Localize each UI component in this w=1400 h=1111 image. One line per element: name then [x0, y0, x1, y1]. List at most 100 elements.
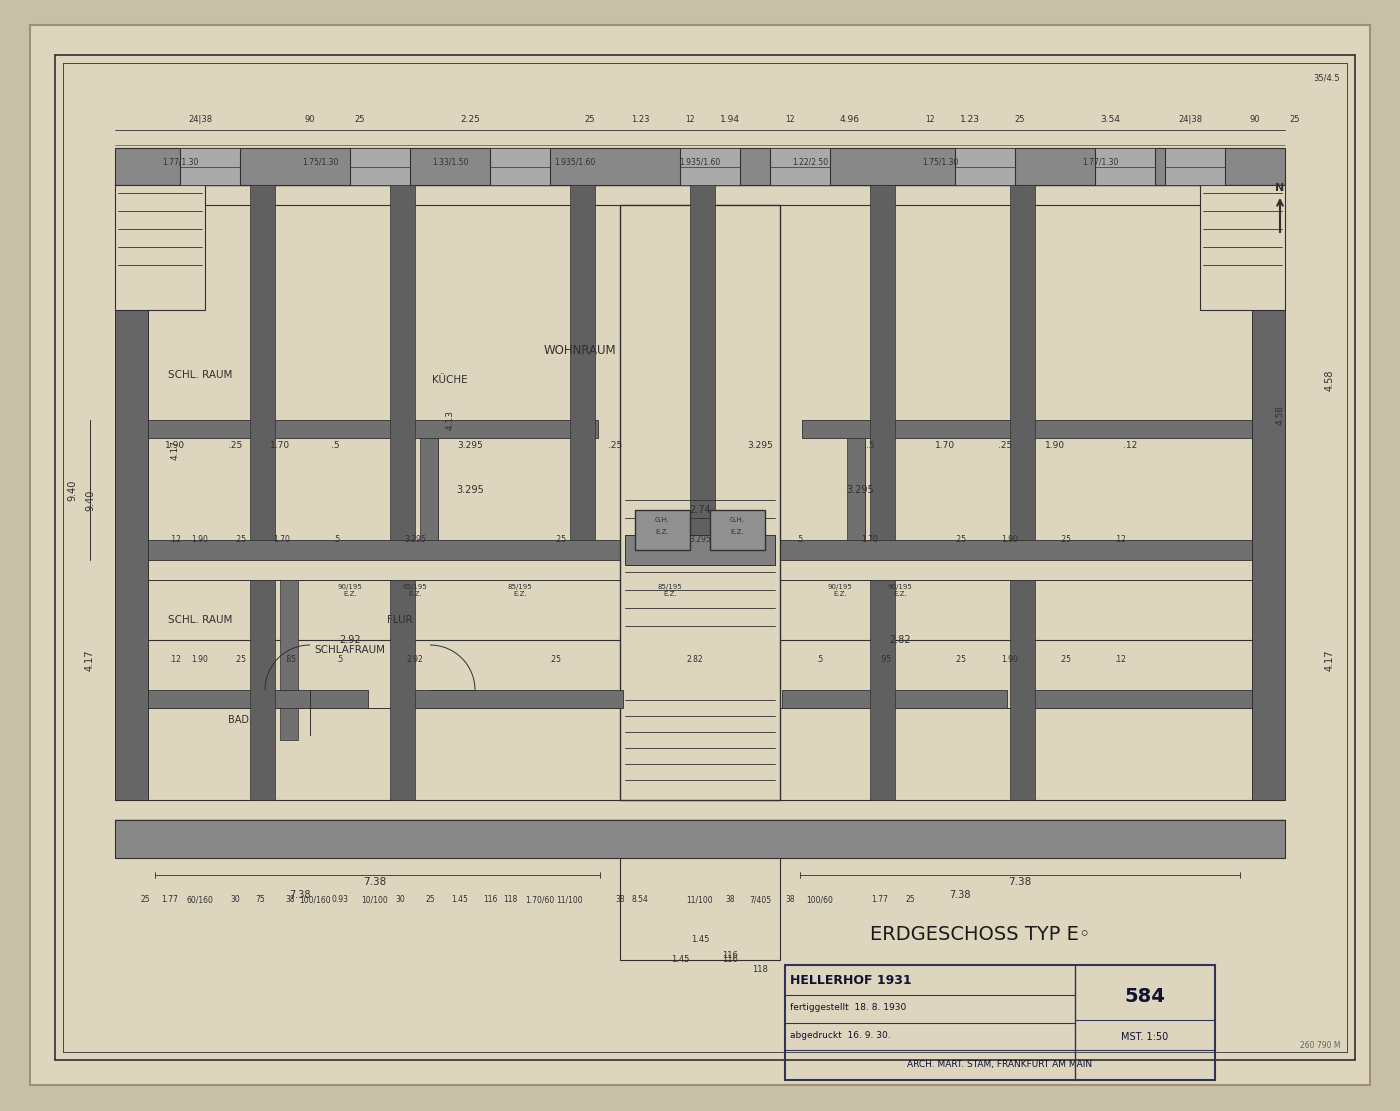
Text: 1.70: 1.70 [273, 536, 290, 544]
Text: 38: 38 [725, 895, 735, 904]
Text: E.Z.: E.Z. [655, 529, 669, 536]
Text: 38: 38 [785, 895, 795, 904]
Text: 12: 12 [925, 116, 935, 124]
Text: N: N [1275, 183, 1285, 193]
Text: SCHL. RAUM: SCHL. RAUM [168, 615, 232, 625]
Text: .25: .25 [554, 536, 566, 544]
Text: 2.92: 2.92 [406, 655, 423, 664]
Bar [393, 690, 623, 708]
Text: 90/195
E.Z.: 90/195 E.Z. [337, 583, 363, 597]
Bar [636, 510, 690, 550]
Text: .12: .12 [169, 655, 181, 664]
Text: 2.25: 2.25 [461, 116, 480, 124]
Text: 2.74: 2.74 [689, 506, 711, 516]
Bar [115, 820, 1285, 858]
Text: .95: .95 [879, 655, 890, 664]
Text: .25: .25 [608, 440, 622, 450]
Text: 3.295: 3.295 [846, 486, 874, 496]
Text: 1.77/1.30: 1.77/1.30 [1082, 158, 1119, 167]
Text: .12: .12 [169, 536, 181, 544]
Bar [785, 965, 1215, 1080]
Text: 1.33/1.50: 1.33/1.50 [431, 158, 468, 167]
Text: abgedruckt  16. 9. 30.: abgedruckt 16. 9. 30. [790, 1031, 890, 1041]
Bar [391, 580, 414, 800]
Text: 2.82: 2.82 [686, 655, 703, 664]
Text: .5: .5 [330, 440, 339, 450]
Text: 1.935/1.60: 1.935/1.60 [554, 158, 595, 167]
Text: .25: .25 [549, 655, 561, 664]
Text: SCHLAFRAUM: SCHLAFRAUM [315, 645, 385, 655]
Text: 0.93: 0.93 [332, 895, 349, 904]
Text: 12: 12 [785, 116, 795, 124]
Text: 1.75/1.30: 1.75/1.30 [921, 158, 958, 167]
Text: 3.295: 3.295 [405, 536, 426, 544]
Text: .5: .5 [797, 536, 804, 544]
Text: 1.45: 1.45 [690, 935, 710, 944]
Text: 25: 25 [585, 116, 595, 124]
Text: 25: 25 [1289, 116, 1301, 124]
Text: 9.40: 9.40 [85, 489, 95, 511]
Text: 25: 25 [906, 895, 914, 904]
Bar [752, 540, 1252, 560]
Bar [280, 580, 298, 740]
Bar [1095, 148, 1155, 186]
Text: 90: 90 [305, 116, 315, 124]
Text: 1.935/1.60: 1.935/1.60 [679, 158, 721, 167]
Bar [420, 438, 438, 540]
Text: 1.45: 1.45 [671, 955, 689, 964]
Bar [251, 580, 274, 800]
Text: 3.295: 3.295 [748, 440, 773, 450]
Bar [802, 420, 1252, 438]
Bar [570, 186, 595, 540]
Bar [869, 580, 895, 800]
Text: 3.295: 3.295 [689, 536, 711, 544]
Text: 118: 118 [503, 895, 517, 904]
Text: .25: .25 [998, 440, 1012, 450]
Text: 12: 12 [685, 116, 694, 124]
Text: 90: 90 [1250, 116, 1260, 124]
Bar [115, 148, 1285, 186]
Text: fertiggestellt  18. 8. 1930: fertiggestellt 18. 8. 1930 [790, 1003, 906, 1012]
Text: 4.17: 4.17 [1324, 649, 1336, 671]
Text: 38: 38 [286, 895, 295, 904]
Text: .5: .5 [816, 655, 823, 664]
Text: 100/60: 100/60 [806, 895, 833, 904]
Text: BAD.: BAD. [228, 715, 252, 725]
Text: HELLERHOF 1931: HELLERHOF 1931 [790, 973, 911, 987]
Text: .85: .85 [284, 655, 295, 664]
Text: .12: .12 [1114, 655, 1126, 664]
Bar [115, 186, 204, 310]
Text: .12: .12 [1114, 536, 1126, 544]
Text: 7/405: 7/405 [749, 895, 771, 904]
Bar [783, 690, 1007, 708]
Text: 24|38: 24|38 [188, 116, 211, 124]
Text: .5: .5 [865, 440, 875, 450]
Text: 4.58: 4.58 [1324, 369, 1336, 391]
Bar [251, 186, 274, 540]
Bar [1252, 186, 1285, 800]
Text: 25: 25 [1015, 116, 1025, 124]
Text: 10/100: 10/100 [361, 895, 388, 904]
Text: 118: 118 [752, 965, 769, 974]
Text: .25: .25 [234, 655, 246, 664]
Text: 4.17: 4.17 [85, 649, 95, 671]
Text: 38: 38 [615, 895, 624, 904]
Text: 4.58: 4.58 [1275, 406, 1285, 426]
Text: 65/195
E.Z.: 65/195 E.Z. [403, 583, 427, 597]
Text: .25: .25 [234, 536, 246, 544]
Text: 7.38: 7.38 [290, 890, 311, 900]
Bar [148, 420, 598, 438]
Text: 8.54: 8.54 [631, 895, 648, 904]
Text: 4.17: 4.17 [171, 440, 179, 460]
Text: 30: 30 [230, 895, 239, 904]
Text: SCHL. RAUM: SCHL. RAUM [168, 370, 232, 380]
Text: 24|38: 24|38 [1177, 116, 1203, 124]
Bar [350, 148, 410, 186]
Text: 1.70: 1.70 [935, 440, 955, 450]
Bar [148, 690, 368, 708]
Text: 7.38: 7.38 [949, 890, 970, 900]
Text: ARCH. MART. STAM, FRANKFURT AM MAIN: ARCH. MART. STAM, FRANKFURT AM MAIN [907, 1060, 1092, 1069]
Text: 1.77: 1.77 [161, 895, 178, 904]
Text: 1.23: 1.23 [960, 116, 980, 124]
Text: 1.90: 1.90 [1001, 655, 1018, 664]
